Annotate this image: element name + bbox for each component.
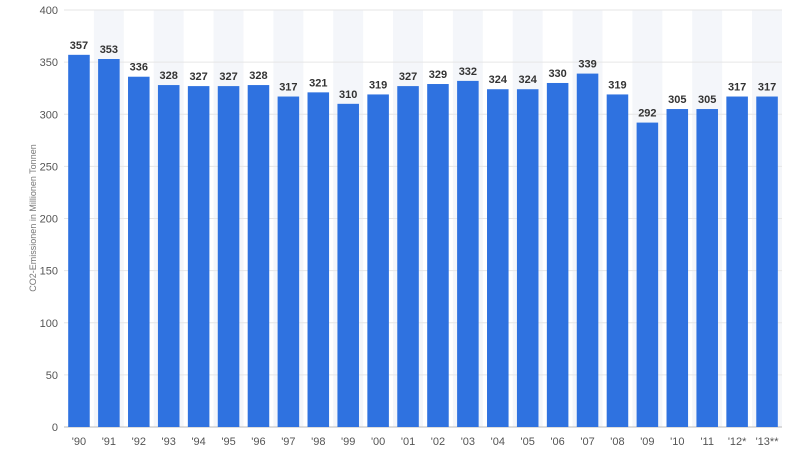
x-tick-label: '01 (401, 436, 415, 448)
y-tick-label: 250 (40, 161, 58, 173)
data-label: 332 (459, 66, 477, 78)
y-tick-label: 150 (40, 266, 58, 278)
y-tick-label: 400 (40, 5, 58, 17)
bar (576, 73, 599, 427)
bar (307, 92, 330, 428)
bar (98, 58, 120, 428)
data-label: 339 (578, 59, 596, 71)
y-tick-label: 0 (52, 422, 58, 434)
bar (277, 96, 300, 427)
data-label: 324 (489, 74, 508, 86)
x-tick-label: '02 (431, 436, 445, 448)
data-label: 317 (728, 82, 746, 94)
x-tick-label: '99 (341, 436, 355, 448)
x-tick-label: '93 (162, 436, 176, 448)
bar (546, 82, 569, 427)
x-tick-label: '12* (728, 436, 747, 448)
data-label: 336 (130, 62, 148, 74)
x-tick-label: '97 (281, 436, 295, 448)
data-label: 327 (189, 71, 207, 83)
bar (636, 122, 659, 427)
bar (487, 89, 509, 427)
x-axis-ticks: '90 '91 '92 '93 '94 '95 '96 '97 '98 '99 '00 '01 '02 '… (72, 436, 779, 448)
data-label: 327 (219, 71, 237, 83)
x-tick-label: '13** (756, 436, 780, 448)
data-label: 321 (309, 77, 327, 89)
bar (756, 96, 778, 427)
data-label: 310 (339, 89, 357, 101)
x-tick-label: '98 (311, 436, 325, 448)
y-tick-label: 200 (40, 214, 58, 226)
data-label: 330 (548, 68, 566, 80)
bar (397, 86, 419, 427)
x-tick-label: '90 (72, 436, 86, 448)
bar (337, 103, 359, 427)
x-tick-label: '10 (670, 436, 684, 448)
bar (666, 109, 689, 427)
data-label: 353 (100, 44, 118, 56)
data-labels: 357 353 336 328 327 327 328 317 321 310 319 327 329 3… (70, 40, 776, 120)
bar (606, 94, 629, 427)
bar (367, 94, 389, 427)
bar (217, 86, 240, 427)
bar (427, 84, 449, 427)
y-tick-label: 350 (40, 57, 58, 69)
data-label: 324 (519, 74, 538, 86)
x-tick-label: '95 (221, 436, 235, 448)
x-tick-label: '06 (550, 436, 564, 448)
data-label: 317 (279, 82, 297, 94)
bar (247, 85, 270, 427)
x-tick-label: '96 (251, 436, 265, 448)
y-tick-label: 100 (40, 318, 58, 330)
data-label: 317 (758, 82, 776, 94)
bar (187, 86, 210, 427)
data-label: 319 (608, 79, 626, 91)
y-tick-label: 50 (46, 370, 58, 382)
x-tick-label: '07 (580, 436, 594, 448)
bar (696, 109, 718, 427)
bar (457, 80, 479, 427)
data-label: 292 (638, 108, 656, 120)
data-label: 319 (369, 79, 387, 91)
x-tick-label: '00 (371, 436, 385, 448)
y-axis-ticks: 0 50 100 150 200 250 300 350 400 (40, 5, 58, 434)
x-tick-label: '91 (102, 436, 116, 448)
bar (128, 76, 150, 427)
x-tick-label: '92 (132, 436, 146, 448)
x-tick-label: '08 (610, 436, 624, 448)
bar (516, 89, 539, 427)
bar (68, 54, 90, 427)
bars (68, 54, 778, 428)
bar (157, 85, 180, 427)
x-tick-label: '94 (191, 436, 205, 448)
data-label: 329 (429, 69, 447, 81)
x-tick-label: '09 (640, 436, 654, 448)
x-tick-label: '04 (491, 436, 505, 448)
y-axis-title: CO2-Emissionen in Millionen Tonnen (28, 144, 38, 291)
bar (726, 96, 748, 427)
x-tick-label: '05 (521, 436, 535, 448)
data-label: 327 (399, 71, 417, 83)
data-label: 357 (70, 40, 88, 52)
data-label: 305 (698, 94, 716, 106)
gridlines (64, 9, 782, 428)
data-label: 328 (249, 70, 267, 82)
data-label: 305 (668, 94, 686, 106)
y-tick-label: 300 (40, 109, 58, 121)
x-tick-label: '11 (700, 436, 714, 448)
data-label: 328 (160, 70, 178, 82)
x-tick-label: '03 (461, 436, 475, 448)
